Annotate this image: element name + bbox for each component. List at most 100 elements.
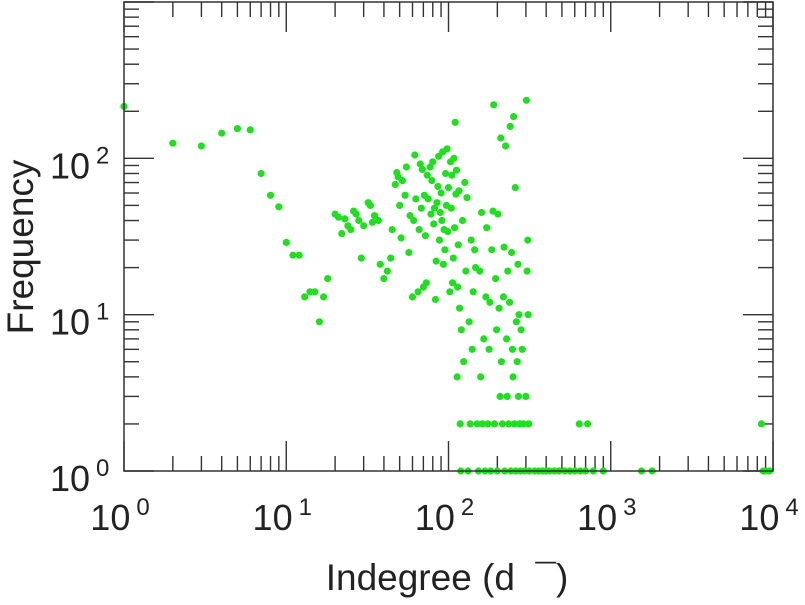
data-point [315,318,323,326]
data-point [414,288,422,296]
y-axis-label: Frequency [0,159,41,334]
data-point [432,257,440,265]
data-point [423,171,431,179]
data-point [246,126,254,134]
data-point [499,293,507,301]
data-point [450,154,458,162]
data-point [476,267,484,275]
x-tick-label: 10 4 [739,494,798,538]
data-point [494,210,502,218]
data-point [441,246,449,254]
x-tick-labels: 10 0 10 1 10 2 10 3 10 4 [90,494,798,538]
data-point [493,326,501,334]
data-point [448,171,456,179]
data-point [442,169,450,178]
x-axis-label: Indegree (d ¯) [326,557,569,598]
y-tick-label: 10 2 [50,142,109,186]
data-point [452,166,461,174]
data-point [457,326,465,334]
data-point [495,304,503,312]
data-point [523,267,531,275]
data-point [512,318,521,326]
data-point [454,241,462,249]
data-point [460,358,468,366]
data-point [471,246,479,254]
data-point [522,392,530,400]
data-point [508,345,517,353]
data-point [257,169,265,178]
data-point [468,345,476,353]
data-point [427,210,435,218]
data-point [458,216,467,225]
data-point [515,311,523,319]
data-point [387,254,395,262]
data-point [504,267,512,275]
data-point [355,216,363,225]
data-point [444,228,452,236]
data-point [478,208,486,217]
data-point [347,226,355,234]
data-point [430,204,439,212]
data-point [524,236,532,244]
data-point [511,184,519,192]
data-point [514,260,522,268]
data-point [436,208,444,217]
data-point [503,392,511,400]
data-points [120,96,774,475]
data-point [447,204,455,212]
data-point [352,210,360,218]
data-point [415,226,423,234]
data-point [466,420,474,428]
data-point [388,226,396,234]
data-point [506,122,514,130]
data-point [301,293,309,301]
data-point [500,243,508,251]
data-point [484,420,492,428]
data-point [370,212,379,220]
data-point [233,125,241,133]
data-point [444,184,453,192]
data-point [424,195,432,203]
data-point [411,151,419,159]
data-point [497,358,505,366]
data-point [418,165,426,173]
data-point [357,254,365,262]
data-point [584,420,592,428]
tick-marks [123,1,774,472]
data-point [410,216,418,225]
data-point [449,254,457,262]
data-point [517,326,525,334]
data-point [428,177,436,185]
data-point [525,420,533,428]
data-point [266,191,275,199]
data-point [505,420,513,428]
data-point [456,420,464,428]
data-point [431,295,439,304]
data-point [421,232,429,240]
data-point [473,420,481,428]
data-point [490,101,498,109]
data-point [401,191,409,199]
data-point [524,311,532,319]
data-point [482,293,490,301]
data-point [498,420,506,428]
data-point [503,335,511,343]
data-point [437,189,445,197]
data-point [508,248,516,257]
data-point [461,178,469,187]
data-point [443,145,451,153]
data-point [197,142,205,150]
data-point [397,234,405,242]
data-point [492,275,500,283]
data-point [488,246,496,254]
data-point [405,248,413,257]
data-point [519,420,528,428]
x-tick-label: 10 3 [577,494,636,538]
data-point [509,113,518,121]
data-point [368,218,377,226]
data-point [391,180,399,189]
data-point [469,288,477,296]
data-point [757,420,766,428]
